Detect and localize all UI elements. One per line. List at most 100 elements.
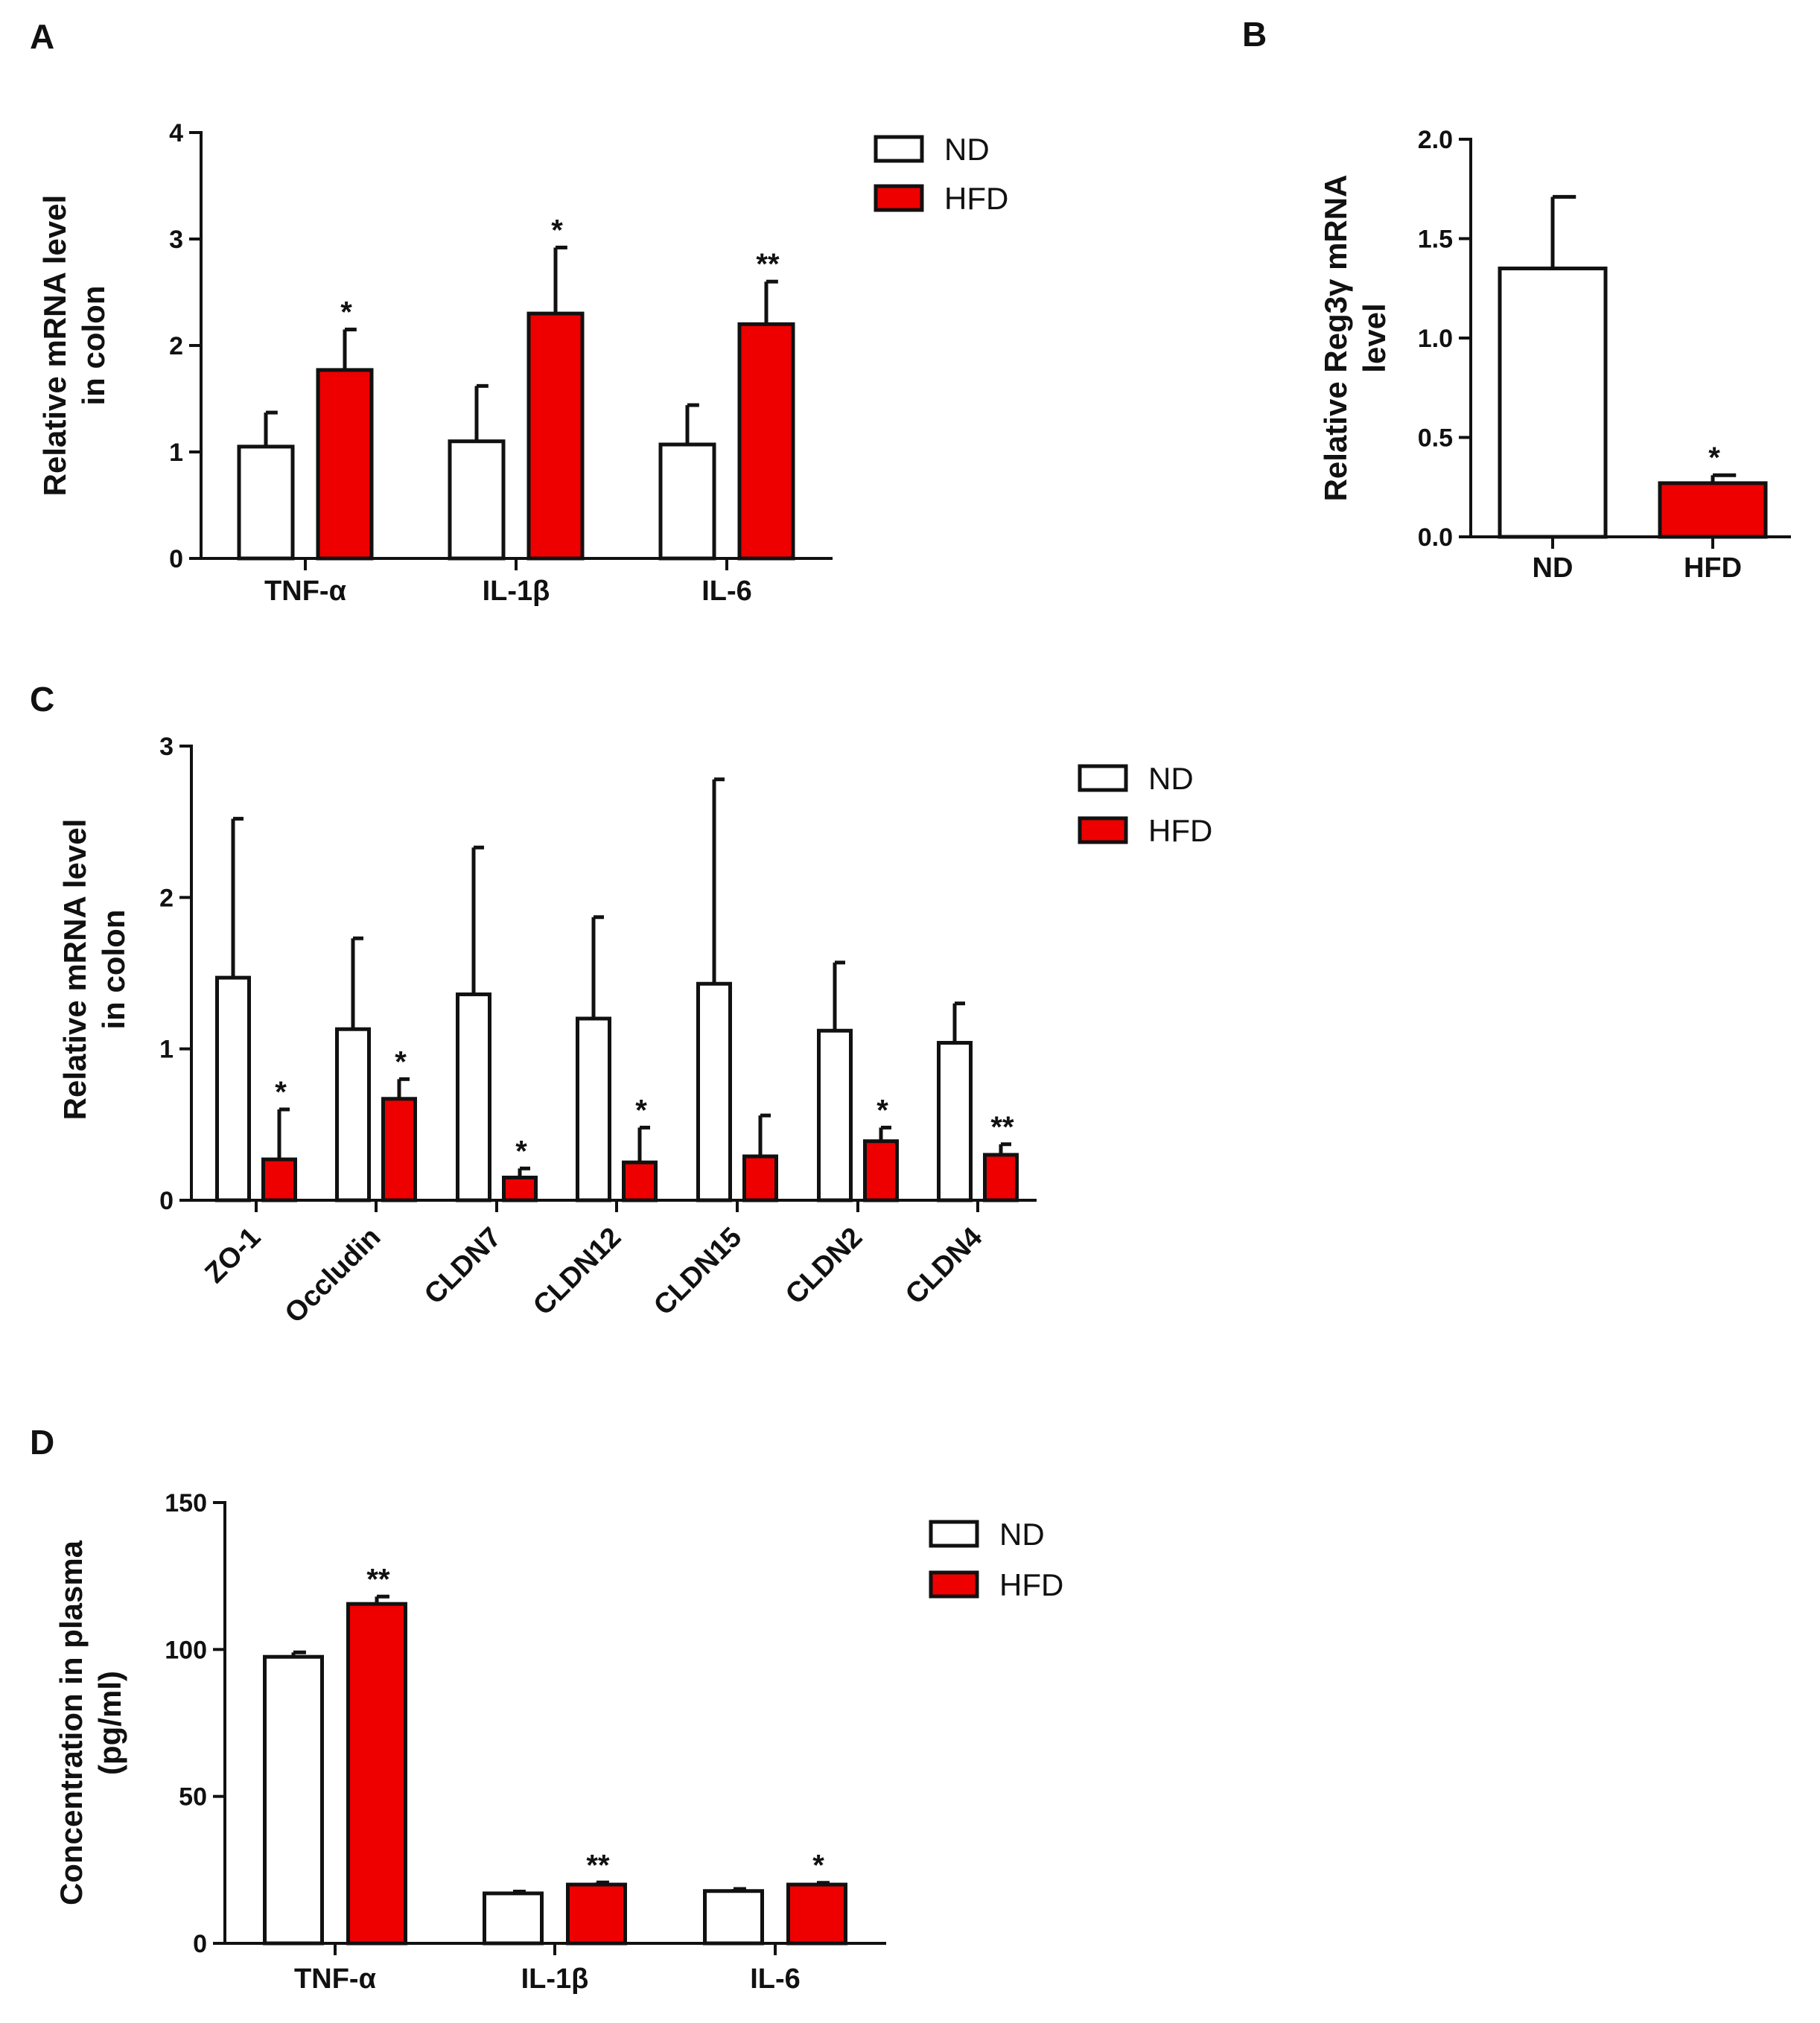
y-tick-label: 50 (179, 1783, 207, 1812)
legend-label-hfd: HFD (944, 181, 1008, 216)
y-tick-label: 2 (159, 884, 174, 912)
y-axis-label-line: in colon (76, 286, 111, 406)
panel-d: D Concentration in plasma (pg/ml) 0 50 100 150… (30, 1423, 1063, 1995)
panel-letter: A (30, 17, 54, 56)
panel-letter: B (1242, 15, 1267, 54)
y-axis-label-line: Relative mRNA level (57, 819, 92, 1121)
bar-nd-cldn4 (937, 1041, 973, 1202)
y-axis-label-line: Relative Reg3γ mRNA (1318, 175, 1353, 502)
legend: ND HFD (874, 132, 1008, 216)
y-tick-label: 0 (169, 545, 183, 573)
x-tick-label-il-6: IL-6 (701, 576, 752, 607)
bar-hfd-il-1beta (566, 1882, 627, 1946)
y-tick-label: 1.0 (1418, 325, 1453, 353)
y-axis-label: Relative mRNA level in colon (57, 819, 131, 1121)
legend-swatch-nd (929, 1520, 979, 1548)
y-tick-label: 1.5 (1418, 226, 1453, 254)
y-axis-label: Relative Reg3γ mRNA level (1318, 175, 1392, 502)
significance-marker: * (812, 1850, 824, 1882)
y-axis-label: Concentration in plasma (pg/ml) (54, 1540, 127, 1905)
y-tick-label: 2 (169, 332, 183, 360)
bar-hfd-tnf-alpha (316, 368, 374, 561)
legend: ND HFD (929, 1517, 1063, 1602)
significance-marker: * (275, 1076, 287, 1109)
legend-label-hfd: HFD (999, 1567, 1063, 1602)
y-axis-label: Relative mRNA level in colon (37, 195, 111, 497)
bar-nd-cldn7 (456, 992, 491, 1202)
x-tick-label-tnf-alpha: TNF-α (264, 576, 346, 607)
y-tick-label: 0 (193, 1930, 207, 1958)
bar-nd-cldn15 (696, 981, 732, 1202)
x-tick-label-cldn7: CLDN7 (419, 1222, 507, 1310)
y-tick-label: 0.0 (1418, 523, 1453, 552)
significance-marker: ** (756, 248, 780, 281)
x-tick-label-cldn12: CLDN12 (527, 1222, 627, 1322)
bar-nd-cldn12 (576, 1016, 611, 1202)
x-tick-label-nd: ND (1533, 552, 1574, 584)
y-tick-label: 0 (159, 1187, 174, 1215)
bar-hfd-occludin (381, 1097, 417, 1202)
bar-hfd-il-6 (786, 1882, 847, 1946)
legend-label-nd: ND (999, 1517, 1045, 1552)
bar-hfd-cldn15 (742, 1154, 778, 1202)
panel-c: C Relative mRNA level in colon 0 1 2 3 ZO-1 Occl… (30, 680, 1212, 1329)
legend: ND HFD (1078, 761, 1212, 848)
x-tick-label-cldn15: CLDN15 (648, 1222, 748, 1322)
x-tick-label-hfd: HFD (1684, 552, 1742, 584)
bar-nd-zo-1 (215, 975, 251, 1202)
legend-swatch-nd (874, 135, 924, 163)
y-axis-label-line: in colon (96, 910, 131, 1030)
y-axis-label-line: level (1357, 303, 1392, 372)
legend-swatch-nd (1078, 764, 1128, 792)
significance-marker: * (635, 1094, 647, 1127)
legend-swatch-hfd (929, 1570, 979, 1599)
bar-hfd-il-6 (737, 322, 795, 561)
legend-label-nd: ND (944, 132, 990, 167)
y-axis-label-line: Concentration in plasma (54, 1540, 89, 1905)
y-axis-label-line: (pg/ml) (92, 1671, 127, 1775)
x-tick-label-cldn2: CLDN2 (780, 1222, 868, 1310)
significance-marker: * (876, 1094, 888, 1127)
legend-label-hfd: HFD (1148, 813, 1212, 848)
bar-hfd-zo-1 (261, 1157, 297, 1202)
y-tick-label: 100 (165, 1636, 207, 1664)
bar-hfd-il-1beta (526, 311, 585, 561)
panel-b: B Relative Reg3γ mRNA level 0.0 0.5 1.0 1.5 2.0… (1242, 15, 1791, 584)
x-tick-label-tnf-alpha: TNF-α (294, 1963, 376, 1995)
x-tick-label-occludin: Occludin (279, 1222, 387, 1330)
x-tick-label-cldn4: CLDN4 (900, 1222, 988, 1310)
legend-swatch-hfd (1078, 816, 1128, 844)
bar-hfd-cldn7 (502, 1176, 538, 1202)
x-tick-label-zo-1: ZO-1 (199, 1222, 267, 1290)
legend-swatch-hfd (874, 184, 924, 212)
y-tick-label: 3 (169, 226, 183, 254)
panel-letter: C (30, 680, 54, 719)
significance-marker: ** (366, 1563, 390, 1596)
bar-nd-tnf-alpha (237, 445, 295, 561)
panel-letter: D (30, 1423, 54, 1462)
bar-nd-occludin (335, 1027, 371, 1202)
bar-hfd-cldn4 (983, 1153, 1019, 1202)
bar-nd-il-1beta (483, 1891, 544, 1946)
bar-nd-il-1beta (448, 439, 506, 561)
bar-reg3gamma-hfd (1658, 481, 1768, 539)
bar-nd-cldn2 (817, 1028, 853, 1202)
y-tick-label: 150 (165, 1489, 207, 1517)
significance-marker: * (515, 1135, 527, 1167)
significance-marker: * (551, 214, 563, 246)
x-tick-label-il-1beta: IL-1β (521, 1963, 589, 1995)
significance-marker: * (1708, 442, 1720, 474)
x-tick-label-il-1beta: IL-1β (483, 576, 550, 607)
significance-marker: * (340, 296, 352, 329)
significance-marker: ** (990, 1111, 1014, 1144)
bar-hfd-cldn2 (863, 1139, 899, 1202)
y-tick-label: 0.5 (1418, 424, 1453, 453)
bar-hfd-tnf-alpha (346, 1602, 407, 1946)
y-tick-label: 4 (169, 119, 183, 147)
y-axis-label-line: Relative mRNA level (37, 195, 72, 497)
legend-label-nd: ND (1148, 761, 1194, 796)
y-tick-label: 2.0 (1418, 126, 1453, 154)
significance-marker: ** (586, 1849, 610, 1882)
panel-a: A Relative mRNA level in colon 0 1 2 3 4 TNF-α IL… (30, 17, 1008, 607)
